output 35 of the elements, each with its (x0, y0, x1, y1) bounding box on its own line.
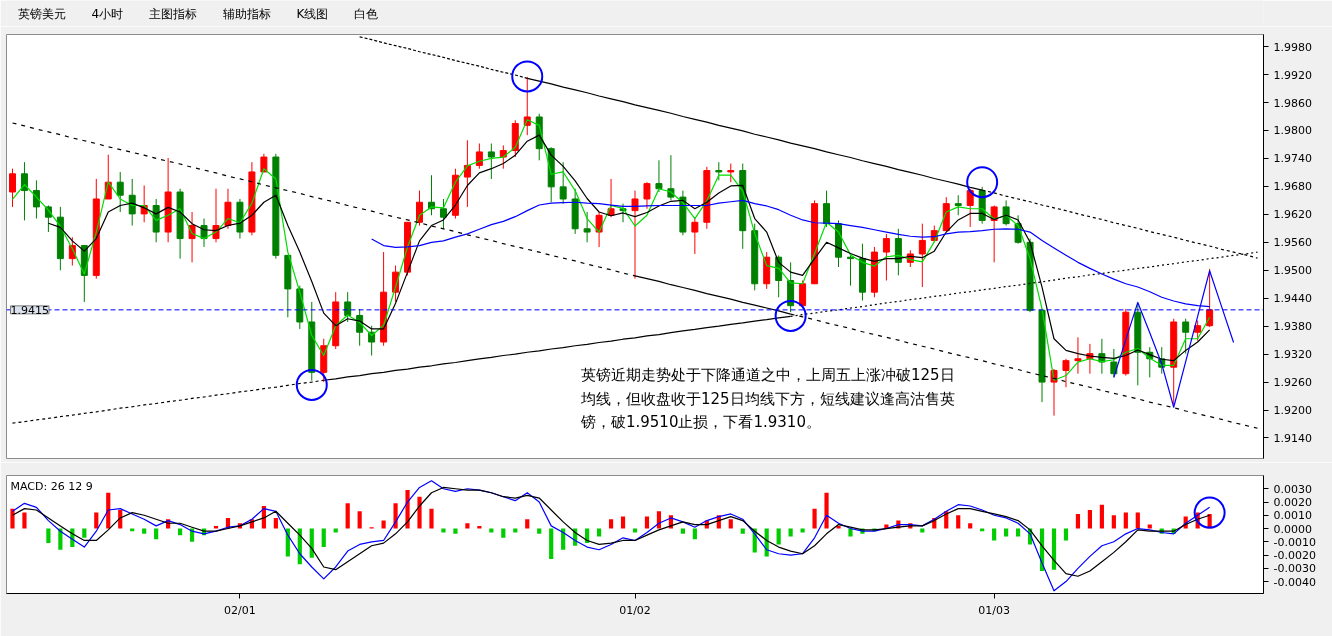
y-tick-label: 1.9380 (1273, 320, 1312, 334)
text: 英镑美元 (17, 6, 66, 21)
y-tick-label: 1.9800 (1273, 124, 1312, 138)
y-tick-label: 0.0010 (1273, 509, 1312, 523)
text: 辅助指标 (222, 6, 271, 21)
y-tick-label: 1.9200 (1273, 404, 1312, 418)
y-tick-label: 0.0000 (1273, 522, 1312, 536)
x-tick-label: 01/02 (619, 603, 651, 617)
text: 白色 (354, 6, 379, 21)
y-tick-label: -0.0040 (1273, 575, 1316, 589)
annotation: 英镑近期走势处于下降通道之中，上周五上涨冲破125日均线，但收盘收于125日均线下方，短线建议逢高沽售英镑，破1.9510止损，下看1.9310。 (579, 366, 955, 432)
y-tick-label: 1.9140 (1273, 432, 1312, 445)
y-tick-label: 1.9860 (1273, 96, 1312, 110)
ref-line-label: 1.9415 (10, 303, 49, 317)
y-tick-label: 1.9440 (1273, 292, 1312, 306)
text: 4小时 (91, 6, 124, 21)
y-tick-label: 1.9740 (1273, 152, 1312, 166)
y-tick-label: 1.9260 (1273, 376, 1312, 390)
y-tick-label: 1.9980 (1273, 40, 1312, 54)
y-tick-label: 0.0020 (1273, 496, 1312, 510)
y-tick-label: 1.9920 (1273, 68, 1312, 82)
y-tick-label: 1.9560 (1273, 236, 1312, 250)
x-tick-label: 01/03 (978, 603, 1010, 617)
text: 主图指标 (149, 6, 198, 21)
x-tick-label: 02/01 (224, 603, 256, 617)
y-tick-label: 1.9680 (1273, 180, 1312, 194)
chart-title: MACD: 26 12 9 (10, 479, 93, 493)
y-tick-label: -0.0030 (1273, 562, 1316, 576)
y-tick-label: 0.0030 (1273, 482, 1312, 496)
y-tick-label: -0.0020 (1273, 549, 1316, 563)
y-tick-label: 1.9620 (1273, 208, 1312, 222)
y-tick-label: 1.9320 (1273, 348, 1312, 362)
y-tick-label: -0.0010 (1273, 535, 1316, 549)
text: K线图 (296, 6, 329, 21)
y-tick-label: 1.9500 (1273, 264, 1312, 278)
